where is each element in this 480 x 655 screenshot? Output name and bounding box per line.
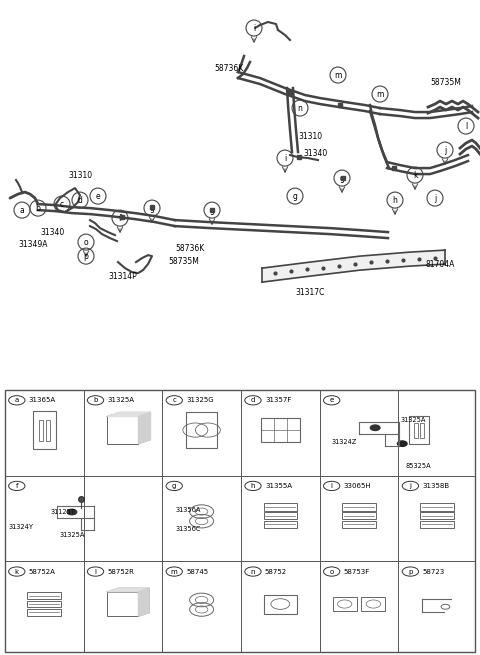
Text: 31325A: 31325A <box>108 398 134 403</box>
Text: a: a <box>15 398 19 403</box>
Text: k: k <box>413 170 417 179</box>
Text: 31324Z: 31324Z <box>332 439 357 445</box>
Text: p: p <box>84 252 88 261</box>
Text: 31365A: 31365A <box>29 398 56 403</box>
Text: o: o <box>84 238 88 247</box>
Text: e: e <box>330 398 334 403</box>
Circle shape <box>67 510 77 515</box>
Text: d: d <box>251 398 255 403</box>
Text: 85325A: 85325A <box>406 463 431 469</box>
Text: n: n <box>251 569 255 574</box>
Text: 31356C: 31356C <box>176 525 201 532</box>
Text: f: f <box>15 483 18 489</box>
Text: m: m <box>334 71 342 79</box>
Text: 58753F: 58753F <box>344 569 370 574</box>
Text: 31310: 31310 <box>68 170 92 179</box>
Text: 31349A: 31349A <box>18 240 48 249</box>
Polygon shape <box>108 588 149 592</box>
Text: 31325G: 31325G <box>186 398 214 403</box>
Text: 81704A: 81704A <box>425 259 455 269</box>
Polygon shape <box>262 250 445 282</box>
Text: 58735M: 58735M <box>168 257 199 266</box>
Text: 31325A: 31325A <box>401 417 426 423</box>
Text: 31314P: 31314P <box>108 272 137 280</box>
Text: d: d <box>78 196 83 204</box>
Polygon shape <box>108 413 151 417</box>
Text: 58752: 58752 <box>265 569 287 574</box>
Polygon shape <box>414 422 418 438</box>
Text: g: g <box>210 206 215 215</box>
Text: g: g <box>172 483 177 489</box>
Text: k: k <box>15 569 19 574</box>
Text: 31355A: 31355A <box>265 483 292 489</box>
Text: i: i <box>284 153 286 162</box>
Text: 31340: 31340 <box>40 227 64 236</box>
Text: j: j <box>434 194 436 202</box>
Text: 31317C: 31317C <box>295 288 324 297</box>
Text: 58752A: 58752A <box>29 569 56 574</box>
Polygon shape <box>46 420 50 441</box>
Text: p: p <box>408 569 413 574</box>
Text: b: b <box>36 204 40 213</box>
Text: h: h <box>393 196 397 204</box>
Text: n: n <box>298 103 302 113</box>
Polygon shape <box>138 413 151 443</box>
Text: c: c <box>60 200 64 208</box>
Text: j: j <box>409 483 411 489</box>
Text: f: f <box>119 214 121 223</box>
Text: a: a <box>20 206 24 215</box>
Text: g: g <box>150 204 155 213</box>
Circle shape <box>371 425 380 430</box>
Text: m: m <box>376 90 384 98</box>
Text: m: m <box>171 569 178 574</box>
Polygon shape <box>38 420 43 441</box>
Text: c: c <box>172 398 176 403</box>
Text: i: i <box>331 483 333 489</box>
Text: 58752R: 58752R <box>108 569 134 574</box>
Circle shape <box>397 441 407 446</box>
Text: l: l <box>465 122 467 130</box>
Text: 58736K: 58736K <box>214 64 243 73</box>
Text: 58736K: 58736K <box>175 244 204 253</box>
Text: j: j <box>444 145 446 155</box>
Text: 58745: 58745 <box>186 569 208 574</box>
Text: 58735M: 58735M <box>430 77 461 86</box>
Text: 31358B: 31358B <box>422 483 450 489</box>
Text: 31340: 31340 <box>303 149 327 158</box>
Text: 31310: 31310 <box>298 132 322 141</box>
Text: 31324Y: 31324Y <box>9 524 34 531</box>
Text: 31325A: 31325A <box>60 533 85 538</box>
Polygon shape <box>420 422 424 438</box>
Polygon shape <box>138 588 149 616</box>
Text: i: i <box>253 24 255 33</box>
Text: l: l <box>95 569 96 574</box>
Text: 33065H: 33065H <box>344 483 372 489</box>
Text: 31125T: 31125T <box>50 510 75 515</box>
Text: h: h <box>251 483 255 489</box>
Text: b: b <box>93 398 98 403</box>
Text: o: o <box>330 569 334 574</box>
Text: e: e <box>96 192 100 200</box>
Text: g: g <box>339 174 345 183</box>
Text: 58723: 58723 <box>422 569 444 574</box>
Text: 31357F: 31357F <box>265 398 291 403</box>
Text: g: g <box>293 192 298 200</box>
Text: 31356A: 31356A <box>176 506 201 513</box>
